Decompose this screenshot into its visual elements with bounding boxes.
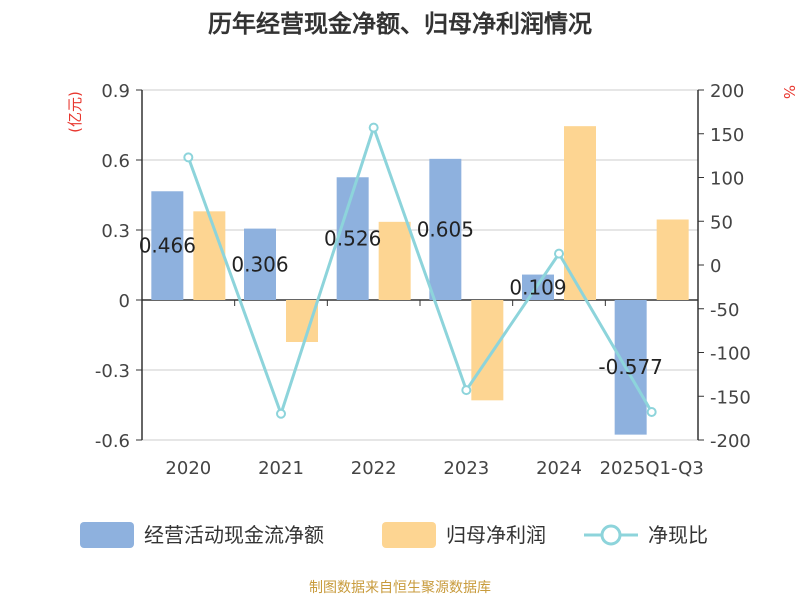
bar-profit bbox=[656, 219, 689, 300]
left-tick-label: 0.3 bbox=[101, 221, 130, 242]
right-tick-label: 100 bbox=[710, 169, 744, 190]
right-tick-label: -200 bbox=[710, 431, 751, 452]
legend-swatch-cashflow bbox=[80, 522, 134, 548]
x-tick-label: 2020 bbox=[165, 458, 211, 479]
data-label-cashflow: 0.605 bbox=[417, 217, 474, 241]
x-tick-label: 2024 bbox=[536, 458, 582, 479]
right-tick-label: -150 bbox=[710, 387, 751, 408]
right-tick-label: 150 bbox=[710, 125, 744, 146]
legend-label-profit: 归母净利润 bbox=[446, 523, 546, 547]
legend-swatch-profit bbox=[382, 522, 436, 548]
x-tick-label: 2025Q1-Q3 bbox=[600, 458, 704, 479]
ratio-point bbox=[461, 385, 472, 396]
left-tick-label: 0 bbox=[119, 291, 130, 312]
source-note: 制图数据来自恒生聚源数据库 bbox=[309, 580, 491, 596]
legend-label-ratio: 净现比 bbox=[648, 523, 708, 547]
left-tick-label: -0.3 bbox=[95, 361, 130, 382]
right-axis-unit: % bbox=[780, 85, 798, 99]
data-label-cashflow: 0.526 bbox=[324, 227, 381, 251]
ratio-line bbox=[183, 122, 657, 419]
legend-label-cashflow: 经营活动现金流净额 bbox=[144, 523, 324, 547]
bar-cashflow bbox=[244, 228, 276, 300]
x-tick-label: 2022 bbox=[351, 458, 397, 479]
bar-cashflow bbox=[614, 300, 647, 435]
right-tick-label: 50 bbox=[710, 212, 733, 233]
gridlines bbox=[142, 89, 698, 441]
data-label-cashflow: 0.109 bbox=[509, 275, 566, 299]
x-tick-label: 2021 bbox=[258, 458, 304, 479]
bar-cashflow bbox=[336, 177, 369, 300]
bar-profit bbox=[471, 300, 504, 401]
data-label-cashflow: -0.577 bbox=[598, 355, 662, 379]
left-tick-label: -0.6 bbox=[95, 431, 130, 452]
right-tick-label: -100 bbox=[710, 344, 751, 365]
data-label-cashflow: 0.466 bbox=[139, 234, 196, 258]
left-tick-label: 0.6 bbox=[101, 151, 130, 172]
bar-cashflow bbox=[522, 274, 554, 300]
bar-profit bbox=[378, 221, 411, 300]
x-tick-label: 2023 bbox=[443, 458, 489, 479]
bar-profit bbox=[564, 126, 596, 301]
legend: 经营活动现金流净额 归母净利润 净现比 bbox=[80, 522, 708, 548]
ratio-point bbox=[183, 152, 194, 163]
bar-profit bbox=[286, 300, 318, 342]
ratio-point bbox=[368, 122, 379, 133]
left-axis-unit: (亿元) bbox=[66, 91, 84, 133]
bars bbox=[151, 126, 689, 435]
ratio-point bbox=[646, 407, 657, 417]
bar-cashflow bbox=[151, 191, 184, 300]
chart-title: 历年经营现金净额、归母净利润情况 bbox=[208, 10, 592, 38]
data-labels: 0.466 0.306 0.526 0.605 0.109 -0.577 bbox=[139, 217, 663, 379]
ratio-point bbox=[554, 248, 564, 259]
ratio-point bbox=[276, 408, 286, 419]
axes: 0.9 0.6 0.3 0 -0.3 -0.6 200 150 100 50 0 -50 -100 -15… bbox=[95, 81, 751, 479]
bar-profit bbox=[193, 211, 226, 300]
right-tick-label: -50 bbox=[710, 300, 739, 321]
right-tick-label: 0 bbox=[710, 256, 721, 277]
ratio-line-path bbox=[186, 122, 653, 419]
bar-cashflow bbox=[429, 158, 462, 300]
legend-swatch-ratio-marker bbox=[600, 524, 622, 546]
right-tick-label: 200 bbox=[710, 81, 744, 102]
left-tick-label: 0.9 bbox=[101, 81, 130, 102]
data-label-cashflow: 0.306 bbox=[231, 252, 288, 276]
